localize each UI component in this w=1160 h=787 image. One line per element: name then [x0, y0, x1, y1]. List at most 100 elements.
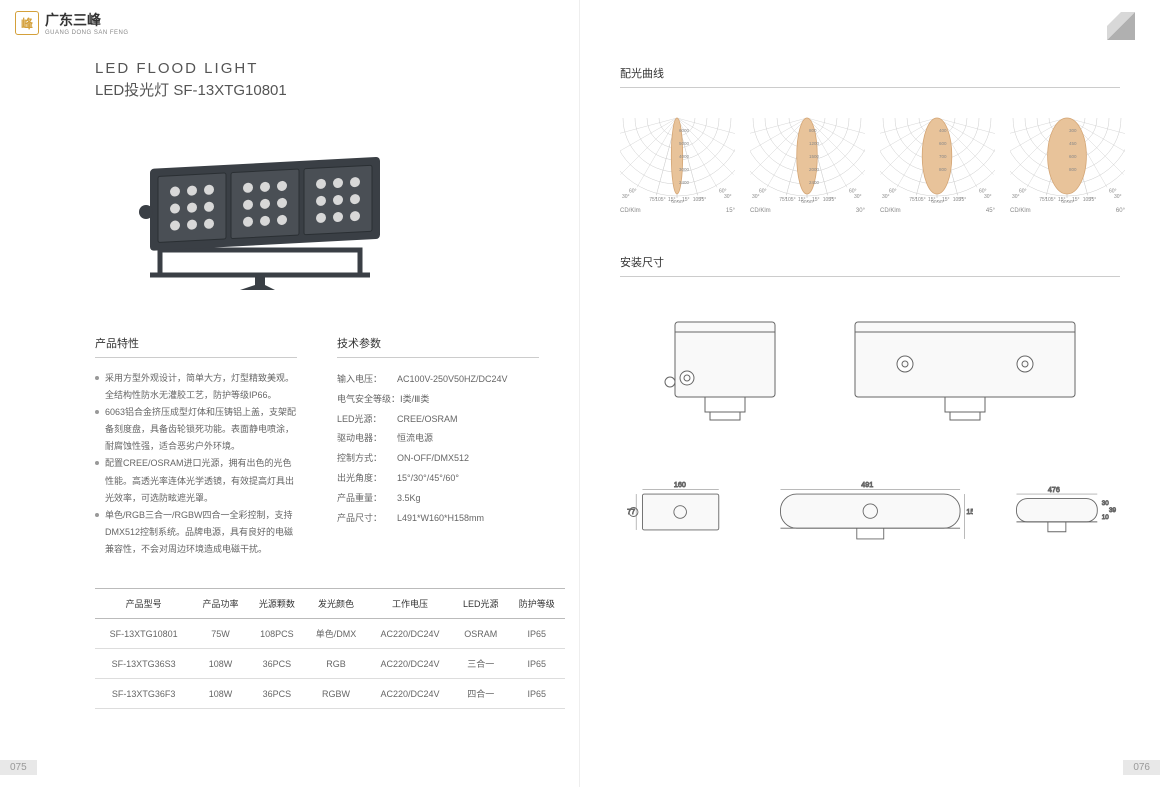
table-cell: 108PCS [249, 619, 305, 649]
brand-name-cn: 广东三峰 [45, 10, 129, 30]
svg-text:158: 158 [966, 508, 973, 516]
table-row: SF-13XTG36S3108W36PCSRGBAC220/DC24V三合一IP… [95, 649, 565, 679]
light-curve-chart: 105°105°90°90°75°75°60°60°30°30°15°15° 4… [880, 108, 995, 214]
svg-text:1200: 1200 [809, 141, 820, 146]
svg-text:30°: 30° [1012, 194, 1020, 200]
feature-list: 采用方型外观设计，简单大方，灯型精致美观。全结构性防水无灌胶工艺，防护等级IP6… [95, 370, 297, 558]
svg-text:60°: 60° [889, 189, 897, 195]
svg-text:491: 491 [861, 481, 873, 489]
svg-text:75°: 75° [779, 197, 787, 203]
svg-text:15°: 15° [1072, 197, 1080, 203]
brand-name-en: GUANG DONG SAN FENG [45, 30, 129, 36]
table-cell: RGBW [305, 679, 367, 709]
spec-label: 驱动电器： [337, 429, 397, 449]
table-row: SF-13XTG1080175W108PCS单色/DMXAC220/DC24VO… [95, 619, 565, 649]
svg-text:800: 800 [939, 167, 947, 172]
svg-text:75°: 75° [1039, 197, 1047, 203]
curve-angle: 15° [726, 208, 735, 214]
table-cell: 108W [192, 679, 248, 709]
table-cell: 36PCS [249, 679, 305, 709]
spec-list: 输入电压：AC100V-250V50HZ/DC24V电气安全等级：Ⅰ类/Ⅲ类LE… [337, 370, 539, 528]
table-header: 防护等级 [509, 589, 565, 619]
spec-label: 输入电压： [337, 370, 397, 390]
product-image [90, 130, 430, 300]
svg-text:15°: 15° [928, 197, 936, 203]
table-row: SF-13XTG36F3108W36PCSRGBWAC220/DC24V四合一I… [95, 679, 565, 709]
svg-text:2400: 2400 [809, 180, 820, 185]
svg-text:30°: 30° [622, 194, 630, 200]
svg-text:15°: 15° [682, 197, 690, 203]
spec-label: 出光角度： [337, 469, 397, 489]
specs-column: 技术参数 输入电压：AC100V-250V50HZ/DC24V电气安全等级：Ⅰ类… [337, 335, 539, 558]
svg-text:75°: 75° [909, 197, 917, 203]
page-number-left: 075 [0, 760, 37, 775]
spec-value: ON-OFF/DMX512 [397, 449, 469, 469]
table-cell: 单色/DMX [305, 619, 367, 649]
logo: 峰 广东三峰 GUANG DONG SAN FENG [15, 10, 129, 36]
svg-text:1500: 1500 [809, 154, 820, 159]
curve-angle: 60° [1116, 208, 1125, 214]
svg-text:10: 10 [1102, 514, 1109, 521]
table-cell: AC220/DC24V [367, 679, 453, 709]
svg-text:600: 600 [939, 141, 947, 146]
svg-text:4000: 4000 [679, 154, 690, 159]
curve-xlabel: CD/Klm [1010, 208, 1031, 214]
drawing-top-long: 491 158 [767, 462, 974, 562]
spec-label: LED光源： [337, 410, 397, 430]
svg-text:30°: 30° [1114, 194, 1122, 200]
table-cell: SF-13XTG36S3 [95, 649, 192, 679]
spec-value: L491*W160*H158mm [397, 509, 484, 529]
table-header: LED光源 [453, 589, 509, 619]
spec-row: 产品尺寸：L491*W160*H158mm [337, 509, 539, 529]
table-header: 产品功率 [192, 589, 248, 619]
feature-item: 配置CREE/OSRAM进口光源，拥有出色的光色性能。高透光率连体光学透镜，有效… [95, 455, 297, 506]
spec-label: 控制方式： [337, 449, 397, 469]
drawing-top-small: 160 77 [620, 462, 737, 562]
svg-text:6000: 6000 [679, 128, 690, 133]
logo-icon: 峰 [15, 11, 39, 35]
svg-text:77: 77 [627, 508, 635, 516]
table-cell: 108W [192, 649, 248, 679]
specs-title: 技术参数 [337, 335, 539, 358]
curve-xlabel: CD/Klm [880, 208, 901, 214]
spec-label: 电气安全等级： [337, 390, 400, 410]
svg-text:15°: 15° [798, 197, 806, 203]
left-page: 峰 广东三峰 GUANG DONG SAN FENG LED FLOOD LIG… [0, 0, 580, 787]
spec-value: Ⅰ类/Ⅲ类 [400, 390, 429, 410]
svg-text:300: 300 [1069, 128, 1077, 133]
spec-row: LED光源：CREE/OSRAM [337, 410, 539, 430]
drawing-side-small: 476 30 10 39 [1003, 462, 1120, 562]
features-column: 产品特性 采用方型外观设计，简单大方，灯型精致美观。全结构性防水无灌胶工艺，防护… [95, 335, 297, 558]
curve-angle: 30° [856, 208, 865, 214]
curve-angle: 45° [986, 208, 995, 214]
drawing-side [645, 302, 795, 432]
svg-text:15°: 15° [942, 197, 950, 203]
svg-text:75°: 75° [649, 197, 657, 203]
svg-text:30°: 30° [752, 194, 760, 200]
features-title: 产品特性 [95, 335, 297, 358]
svg-text:5000: 5000 [679, 141, 690, 146]
corner-icon [1107, 12, 1135, 40]
table-cell: RGB [305, 649, 367, 679]
svg-text:450: 450 [1069, 141, 1077, 146]
svg-text:160: 160 [674, 481, 686, 489]
svg-text:60°: 60° [1019, 189, 1027, 195]
table-cell: OSRAM [453, 619, 509, 649]
light-curve-chart: 105°105°90°90°75°75°60°60°30°30°15°15° 6… [620, 108, 735, 214]
svg-text:75°: 75° [959, 197, 967, 203]
svg-text:30°: 30° [724, 194, 732, 200]
install-title: 安装尺寸 [620, 254, 1120, 277]
svg-text:3000: 3000 [679, 167, 690, 172]
feature-item: 采用方型外观设计，简单大方，灯型精致美观。全结构性防水无灌胶工艺，防护等级IP6… [95, 370, 297, 404]
svg-text:30°: 30° [984, 194, 992, 200]
svg-text:400: 400 [939, 128, 947, 133]
drawing-front [835, 302, 1095, 432]
svg-text:30°: 30° [882, 194, 890, 200]
spec-value: 恒流电源 [397, 429, 433, 449]
install-drawings: 160 77 491 158 [620, 302, 1120, 562]
svg-text:60°: 60° [629, 189, 637, 195]
svg-text:15°: 15° [1058, 197, 1066, 203]
svg-text:2400: 2400 [679, 180, 690, 185]
table-cell: AC220/DC24V [367, 619, 453, 649]
install-section: 安装尺寸 [620, 254, 1120, 562]
